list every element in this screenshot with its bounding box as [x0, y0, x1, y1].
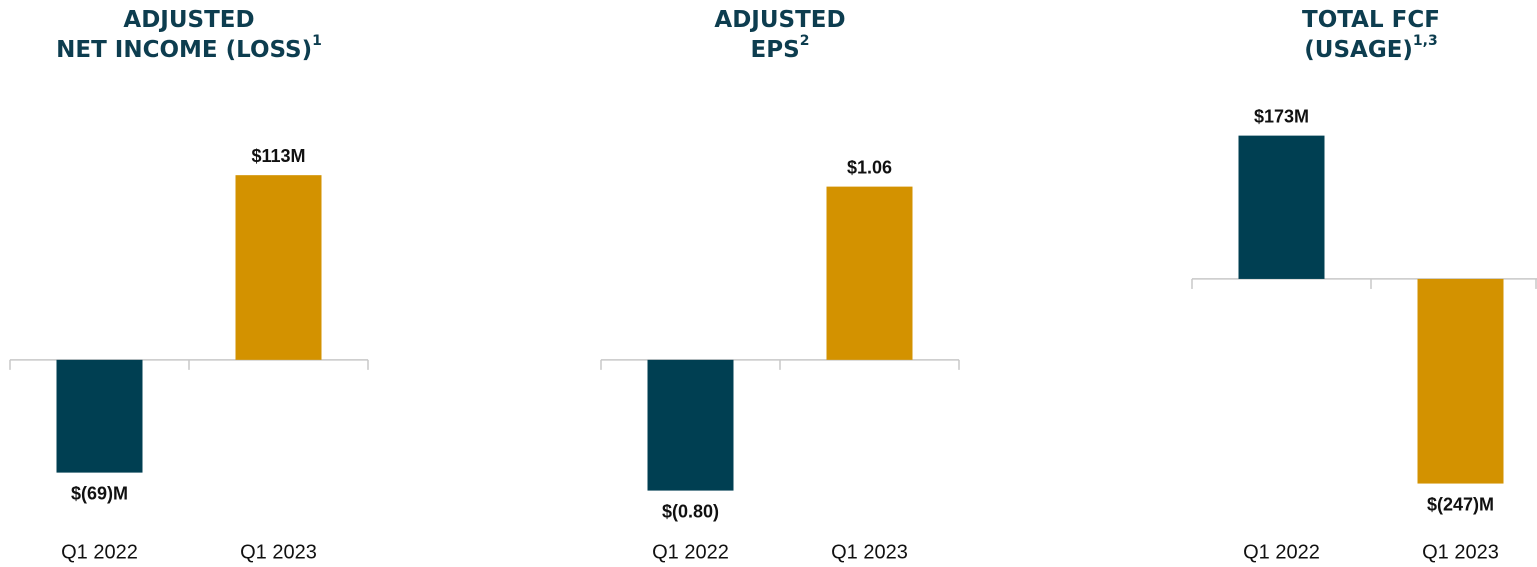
- value-label: $173M: [1254, 106, 1309, 126]
- chart-title: ADJUSTED: [714, 7, 845, 33]
- x-tick-label: Q1 2022: [652, 541, 729, 563]
- title-line: NET INCOME (LOSS): [56, 37, 312, 63]
- title-line: TOTAL FCF: [1302, 7, 1440, 33]
- x-tick-label: Q1 2023: [831, 541, 908, 563]
- bar: [1238, 135, 1325, 279]
- bar: [647, 359, 734, 491]
- x-tick-label: Q1 2023: [240, 541, 317, 563]
- chart-title: NET INCOME (LOSS)1: [56, 33, 322, 63]
- title-line: ADJUSTED: [714, 7, 845, 33]
- title-line: (USAGE): [1304, 37, 1413, 63]
- title-superscript: 1: [312, 33, 322, 49]
- value-label: $113M: [251, 146, 305, 166]
- chart-title: ADJUSTED: [123, 7, 254, 33]
- x-tick-label: Q1 2022: [1243, 541, 1320, 563]
- title-superscript: 2: [800, 33, 810, 49]
- bar: [1417, 278, 1504, 484]
- x-tick-label: Q1 2022: [61, 541, 138, 563]
- title-line: EPS: [751, 37, 800, 63]
- value-label: $(69)M: [71, 483, 128, 503]
- value-label: $(247)M: [1427, 494, 1494, 514]
- bar: [235, 175, 322, 360]
- title-line: ADJUSTED: [123, 7, 254, 33]
- bar: [826, 186, 913, 360]
- title-superscript: 1,3: [1413, 33, 1438, 49]
- chart-title: EPS2: [751, 33, 810, 63]
- chart-title: TOTAL FCF: [1302, 7, 1440, 33]
- value-label: $(0.80): [662, 501, 719, 521]
- bar: [56, 359, 143, 473]
- value-label: $1.06: [847, 157, 892, 177]
- x-tick-label: Q1 2023: [1422, 541, 1499, 563]
- chart-title: (USAGE)1,3: [1304, 33, 1437, 63]
